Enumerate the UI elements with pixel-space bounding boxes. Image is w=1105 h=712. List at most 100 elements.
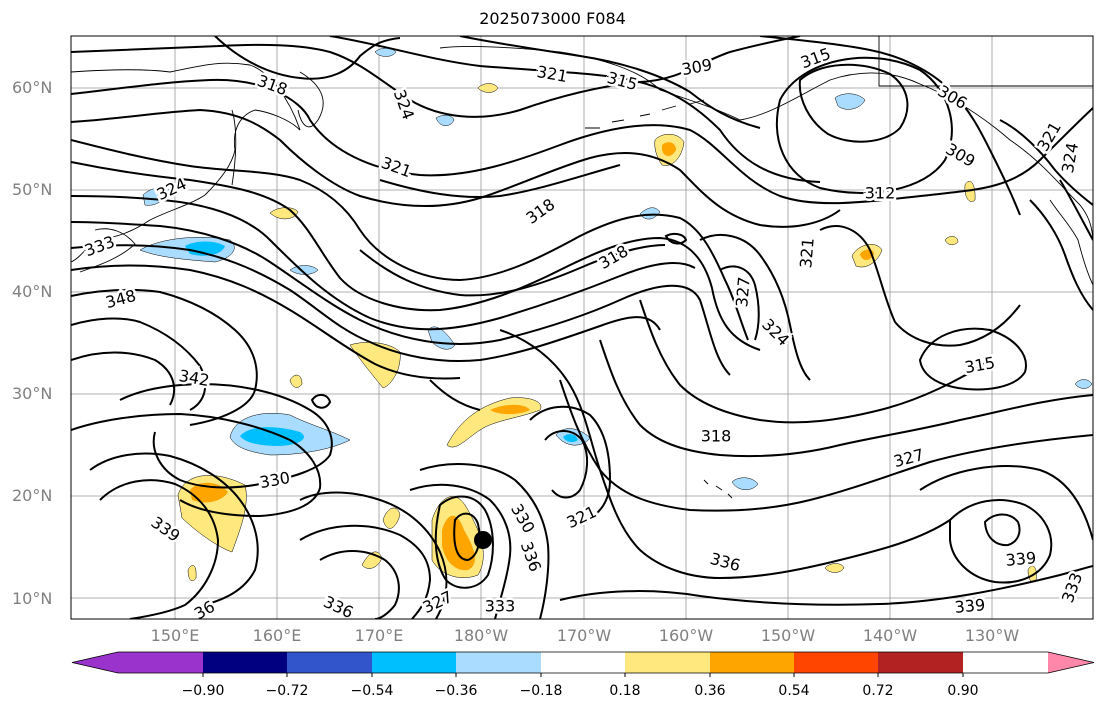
contour-line: [819, 225, 1021, 347]
contour-line: [1029, 199, 1093, 311]
negative-anomaly-patch: [185, 241, 225, 256]
colorbar-segment: [118, 652, 203, 673]
contour-line: [119, 382, 333, 489]
contour-line: [319, 550, 400, 619]
contour-value-label: 333: [485, 597, 516, 616]
contour-line: [775, 56, 953, 194]
lat-label-50n: 50°N: [12, 180, 53, 199]
lon-label-150w: 150°W: [760, 626, 816, 645]
contour-line: [999, 119, 1093, 206]
contour-value-label: 327: [732, 276, 754, 308]
contour-line: [429, 379, 481, 411]
contour-line: [639, 299, 991, 424]
positive-anomaly-patch: [289, 374, 303, 388]
contour-line: [71, 288, 258, 426]
contour-line: [499, 329, 951, 580]
graticule: [71, 36, 1093, 619]
contour-value-label: 321: [796, 237, 818, 269]
lon-label-160w: 160°W: [658, 626, 714, 645]
colorbar-segment: [203, 652, 287, 673]
height-contours: [71, 36, 1093, 619]
contour-line: [759, 36, 1021, 216]
kamchatka-coastline: [297, 71, 324, 128]
positive-anomaly-patch: [662, 142, 676, 156]
positive-anomaly-patch: [187, 565, 197, 581]
contour-line: [71, 195, 696, 331]
hawaii-islands: [703, 479, 733, 499]
negative-anomaly-patch: [1074, 379, 1093, 389]
negative-anomaly-patch: [435, 115, 455, 126]
colorbar-outline: [71, 651, 1095, 674]
contour-line: [71, 108, 841, 228]
contour-line: [71, 244, 661, 363]
contour-line: [71, 264, 461, 380]
contour-line: [409, 483, 512, 619]
positive-anomaly-patch: [490, 404, 530, 415]
colorbar-extend-low: [72, 652, 118, 673]
colorbar-tick-label: 0.90: [947, 683, 979, 699]
japan-coastline: [79, 228, 136, 273]
lon-label-170e: 170°E: [354, 626, 404, 645]
colorbar-tick-label: 0.18: [609, 683, 641, 699]
plot-frame: [70, 35, 1094, 620]
shaded-field: [139, 48, 1093, 583]
colorbar-extend-high: [1048, 652, 1094, 673]
aleutian-islands: [585, 99, 705, 129]
contour-line: [798, 63, 909, 143]
contour-value-label: 312: [865, 184, 896, 203]
colorbar-segment: [794, 652, 878, 673]
colorbar-segment: [878, 652, 963, 673]
positive-anomaly-patch: [944, 236, 959, 245]
contour-value-label: 339: [954, 595, 986, 617]
lon-label-150e: 150°E: [150, 626, 200, 645]
lon-label-180w: 180°W: [453, 626, 509, 645]
colorbar-tick-label: 0.54: [778, 683, 810, 699]
contour-line: [918, 327, 1027, 391]
contour-line: [310, 394, 332, 409]
negative-anomaly-patch: [563, 434, 578, 443]
lat-label-30n: 30°N: [12, 384, 53, 403]
colorbar-segment: [710, 652, 794, 673]
colorbar-tick-label: −0.36: [434, 683, 478, 699]
contour-line: [71, 36, 801, 118]
positive-anomaly-patch: [477, 83, 499, 93]
colorbar-tick-label: −0.18: [519, 683, 563, 699]
contour-line: [559, 379, 1093, 512]
lon-label-140w: 140°W: [862, 626, 918, 645]
contour-line: [664, 232, 688, 245]
contour-line: [559, 565, 1093, 606]
negative-anomaly-patch: [240, 427, 304, 446]
colorbar-tick-label: 0.72: [862, 683, 894, 699]
colorbar-segment: [372, 652, 456, 673]
contour-line: [1059, 179, 1093, 241]
lat-label-20n: 20°N: [12, 486, 53, 505]
contour-line: [299, 524, 432, 619]
colorbar-tick-label: 0.36: [694, 683, 726, 699]
contour-line: [459, 36, 761, 129]
contour-line: [919, 465, 1093, 541]
contour-line: [71, 161, 761, 351]
contour-line: [434, 495, 494, 589]
positive-anomaly-patch: [964, 181, 976, 202]
contour-line: [71, 317, 207, 411]
contour-line: [359, 244, 666, 297]
contour-line: [299, 491, 448, 619]
lat-label-10n: 10°N: [12, 589, 53, 608]
positive-anomaly-patch: [442, 515, 475, 571]
colorbar-segment: [287, 652, 372, 673]
negative-anomaly-patch: [834, 93, 866, 110]
colorbar-segment: [541, 652, 625, 673]
contour-line: [599, 339, 1093, 458]
negative-anomaly-patch: [374, 48, 397, 57]
contour-line: [544, 430, 588, 499]
contour-value-label: 339: [1005, 548, 1037, 570]
contour-line: [699, 234, 811, 381]
lon-label-170w: 170°W: [556, 626, 612, 645]
contour-line: [71, 351, 176, 406]
contour-line: [949, 499, 1053, 584]
negative-anomaly-patch: [731, 477, 759, 490]
asia-coastline: [71, 62, 301, 263]
colorbar-tick-label: −0.90: [181, 683, 225, 699]
contour-value-label: 318: [701, 427, 732, 446]
